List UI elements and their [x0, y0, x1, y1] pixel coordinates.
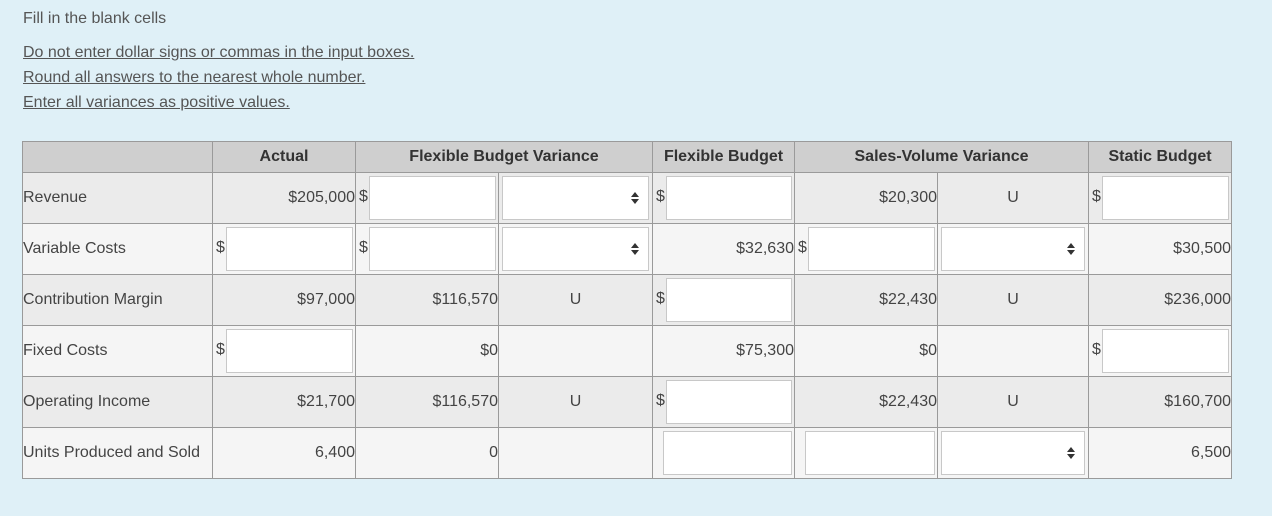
dollar-sign: $ [798, 239, 807, 256]
favorable-unfavorable-select[interactable] [941, 227, 1086, 271]
table-row-operating-income: Operating Income $21,700 $116,570 U $ $2… [22, 376, 1233, 428]
actual-input[interactable] [226, 227, 353, 271]
row-label: Operating Income [22, 376, 213, 428]
instruction-rounding: Round all answers to the nearest whole n… [23, 69, 366, 86]
flexible-budget-variance-value: $116,570 [355, 376, 499, 428]
favorable-unfavorable-select[interactable] [502, 227, 649, 271]
flexible-budget-variance-input[interactable] [369, 227, 496, 271]
sales-volume-variance-value: $20,300 [794, 172, 938, 224]
header-flexible-budget-variance: Flexible Budget Variance [355, 141, 653, 173]
flexible-budget-variance-fu: U [498, 376, 653, 428]
flexible-budget-variance-value: $0 [355, 325, 499, 377]
flexible-budget-input[interactable] [666, 278, 792, 322]
header-sales-volume-variance: Sales-Volume Variance [793, 141, 1090, 173]
actual-value: $205,000 [212, 172, 356, 224]
header-actual: Actual [212, 141, 356, 173]
sales-volume-variance-fu [936, 325, 1090, 377]
sales-volume-variance-fu: U [936, 376, 1090, 428]
favorable-unfavorable-select[interactable] [941, 431, 1086, 475]
dollar-sign: $ [216, 239, 225, 256]
dollar-sign: $ [359, 188, 368, 205]
flexible-budget-variance-fu [498, 427, 653, 479]
flexible-budget-value: $32,630 [652, 223, 795, 275]
sales-volume-variance-value: $22,430 [794, 274, 938, 326]
sales-volume-variance-fu: U [936, 172, 1090, 224]
row-label: Units Produced and Sold [22, 427, 213, 479]
dollar-sign: $ [656, 392, 665, 409]
actual-value: 6,400 [212, 427, 356, 479]
actual-value: $21,700 [212, 376, 356, 428]
table-row-fixed-costs: Fixed Costs $ $0 $75,300 $0 $ [22, 325, 1233, 377]
static-budget-input[interactable] [1102, 176, 1230, 220]
dollar-sign: $ [216, 341, 225, 358]
static-budget-value: 6,500 [1088, 427, 1233, 479]
flexible-budget-variance-value: $116,570 [355, 274, 499, 326]
actual-input[interactable] [226, 329, 353, 373]
sales-volume-variance-input[interactable] [808, 227, 935, 271]
budget-variance-table: Actual Flexible Budget Variance Flexible… [22, 141, 1233, 479]
intro-text: Fill in the blank cells [23, 10, 167, 27]
flexible-budget-variance-fu: U [498, 274, 653, 326]
sales-volume-variance-value: $0 [794, 325, 938, 377]
static-budget-value: $236,000 [1088, 274, 1233, 326]
instruction-positive-variances: Enter all variances as positive values. [23, 94, 290, 111]
row-label: Contribution Margin [22, 274, 213, 326]
dollar-sign: $ [1092, 188, 1101, 205]
favorable-unfavorable-select[interactable] [502, 176, 649, 220]
flexible-budget-variance-fu [498, 325, 653, 377]
flexible-budget-input[interactable] [666, 176, 792, 220]
row-label: Fixed Costs [22, 325, 213, 377]
row-label: Variable Costs [22, 223, 213, 275]
dollar-sign: $ [1092, 341, 1101, 358]
flexible-budget-variance-value: 0 [355, 427, 499, 479]
static-budget-value: $160,700 [1088, 376, 1233, 428]
sales-volume-variance-input[interactable] [805, 431, 935, 475]
static-budget-input[interactable] [1102, 329, 1230, 373]
flexible-budget-input[interactable] [663, 431, 792, 475]
dollar-sign: $ [656, 290, 665, 307]
table-row-contribution-margin: Contribution Margin $97,000 $116,570 U $… [22, 274, 1233, 326]
table-row-units-produced-and-sold: Units Produced and Sold 6,400 0 6,500 [22, 427, 1233, 479]
sales-volume-variance-value: $22,430 [794, 376, 938, 428]
sort-arrows-icon [631, 243, 639, 255]
sales-volume-variance-fu: U [936, 274, 1090, 326]
static-budget-value: $30,500 [1088, 223, 1233, 275]
sort-arrows-icon [631, 192, 639, 204]
flexible-budget-input[interactable] [666, 380, 792, 424]
flexible-budget-value: $75,300 [652, 325, 795, 377]
header-static-budget: Static Budget [1088, 141, 1233, 173]
dollar-sign: $ [359, 239, 368, 256]
actual-value: $97,000 [212, 274, 356, 326]
sort-arrows-icon [1067, 243, 1076, 255]
flexible-budget-variance-input[interactable] [369, 176, 496, 220]
header-blank [22, 141, 213, 173]
header-flexible-budget: Flexible Budget [652, 141, 795, 173]
row-label: Revenue [22, 172, 213, 224]
dollar-sign: $ [656, 188, 665, 205]
sort-arrows-icon [1067, 447, 1076, 459]
table-row-revenue: Revenue $205,000 $ $ $20,300 U $ [22, 172, 1233, 224]
table-row-variable-costs: Variable Costs $ $ $32,630 $ $30,500 [22, 223, 1233, 275]
instruction-no-dollar-signs: Do not enter dollar signs or commas in t… [23, 44, 415, 61]
